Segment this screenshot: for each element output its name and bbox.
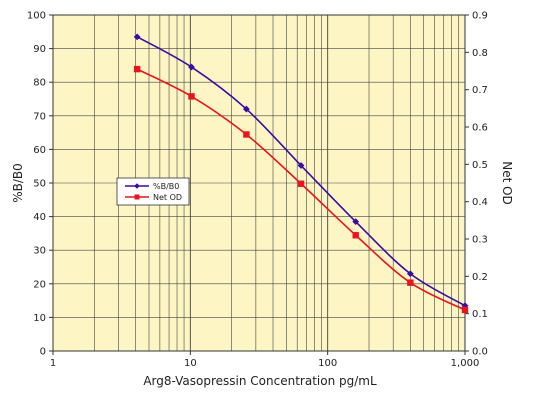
- data-point: [188, 63, 195, 71]
- y-left-tick-label: 10: [33, 313, 46, 324]
- y-left-axis-label: %B/B0: [11, 163, 25, 203]
- data-point: [188, 93, 195, 100]
- x-axis-label: Arg8-Vasopressin Concentration pg/mL: [143, 374, 377, 388]
- legend-marker: [134, 183, 140, 189]
- y-left-tick-label: 80: [33, 78, 46, 89]
- data-point: [297, 162, 305, 169]
- x-tick-label: 1: [50, 358, 56, 369]
- y-left-tick-label: 90: [33, 44, 46, 55]
- data-point: [133, 65, 141, 73]
- x-tick-label: 100: [318, 358, 337, 369]
- legend: %B/B0 Net OD: [116, 177, 190, 206]
- y-right-tick-label: 0.7: [472, 85, 488, 96]
- data-point: [133, 33, 141, 41]
- data-point: [352, 232, 359, 239]
- series-group: [133, 33, 469, 314]
- y-right-tick-label: 0.0: [472, 347, 488, 358]
- y-right-tick-label: 0.4: [472, 197, 488, 208]
- data-point: [352, 218, 360, 226]
- y-left-tick-label: 60: [33, 145, 46, 156]
- y-right-axis-label: Net OD: [500, 161, 514, 205]
- y-left-tick-label: 40: [33, 212, 46, 223]
- legend-label: Net OD: [153, 193, 182, 202]
- legend-box: [116, 177, 190, 206]
- y-left-tick-label: 0: [40, 347, 46, 358]
- data-point: [461, 306, 469, 314]
- y-right-axis-ticks: 0.0 0.1 0.2 0.3 0.4 0.5 0.6 0.7 0.8 0.9: [465, 11, 488, 358]
- y-left-tick-label: 50: [33, 179, 46, 190]
- y-left-tick-label: 100: [27, 11, 46, 22]
- y-right-tick-label: 0.5: [472, 160, 488, 171]
- x-tick-label: 10: [184, 358, 197, 369]
- data-point: [407, 279, 414, 286]
- x-tick-label: 1,000: [451, 358, 480, 369]
- y-left-tick-label: 30: [33, 246, 46, 257]
- y-right-tick-label: 0.1: [472, 309, 488, 320]
- data-point: [243, 131, 250, 138]
- data-point: [242, 105, 250, 113]
- y-right-tick-label: 0.9: [472, 11, 488, 22]
- y-left-axis-ticks: 0 10 20 30 40 50 60 70 80 90 100: [27, 11, 53, 358]
- data-point: [406, 270, 414, 278]
- y-left-tick-label: 20: [33, 279, 46, 290]
- data-point: [297, 180, 305, 187]
- x-axis-ticks: 1 10 100 1,000: [50, 351, 480, 369]
- y-right-tick-label: 0.2: [472, 272, 488, 283]
- y-left-tick-label: 70: [33, 111, 46, 122]
- y-right-tick-label: 0.8: [472, 48, 488, 59]
- legend-marker: [134, 194, 140, 200]
- legend-label: %B/B0: [153, 182, 179, 191]
- y-right-tick-label: 0.6: [472, 123, 488, 134]
- y-right-tick-label: 0.3: [472, 235, 488, 246]
